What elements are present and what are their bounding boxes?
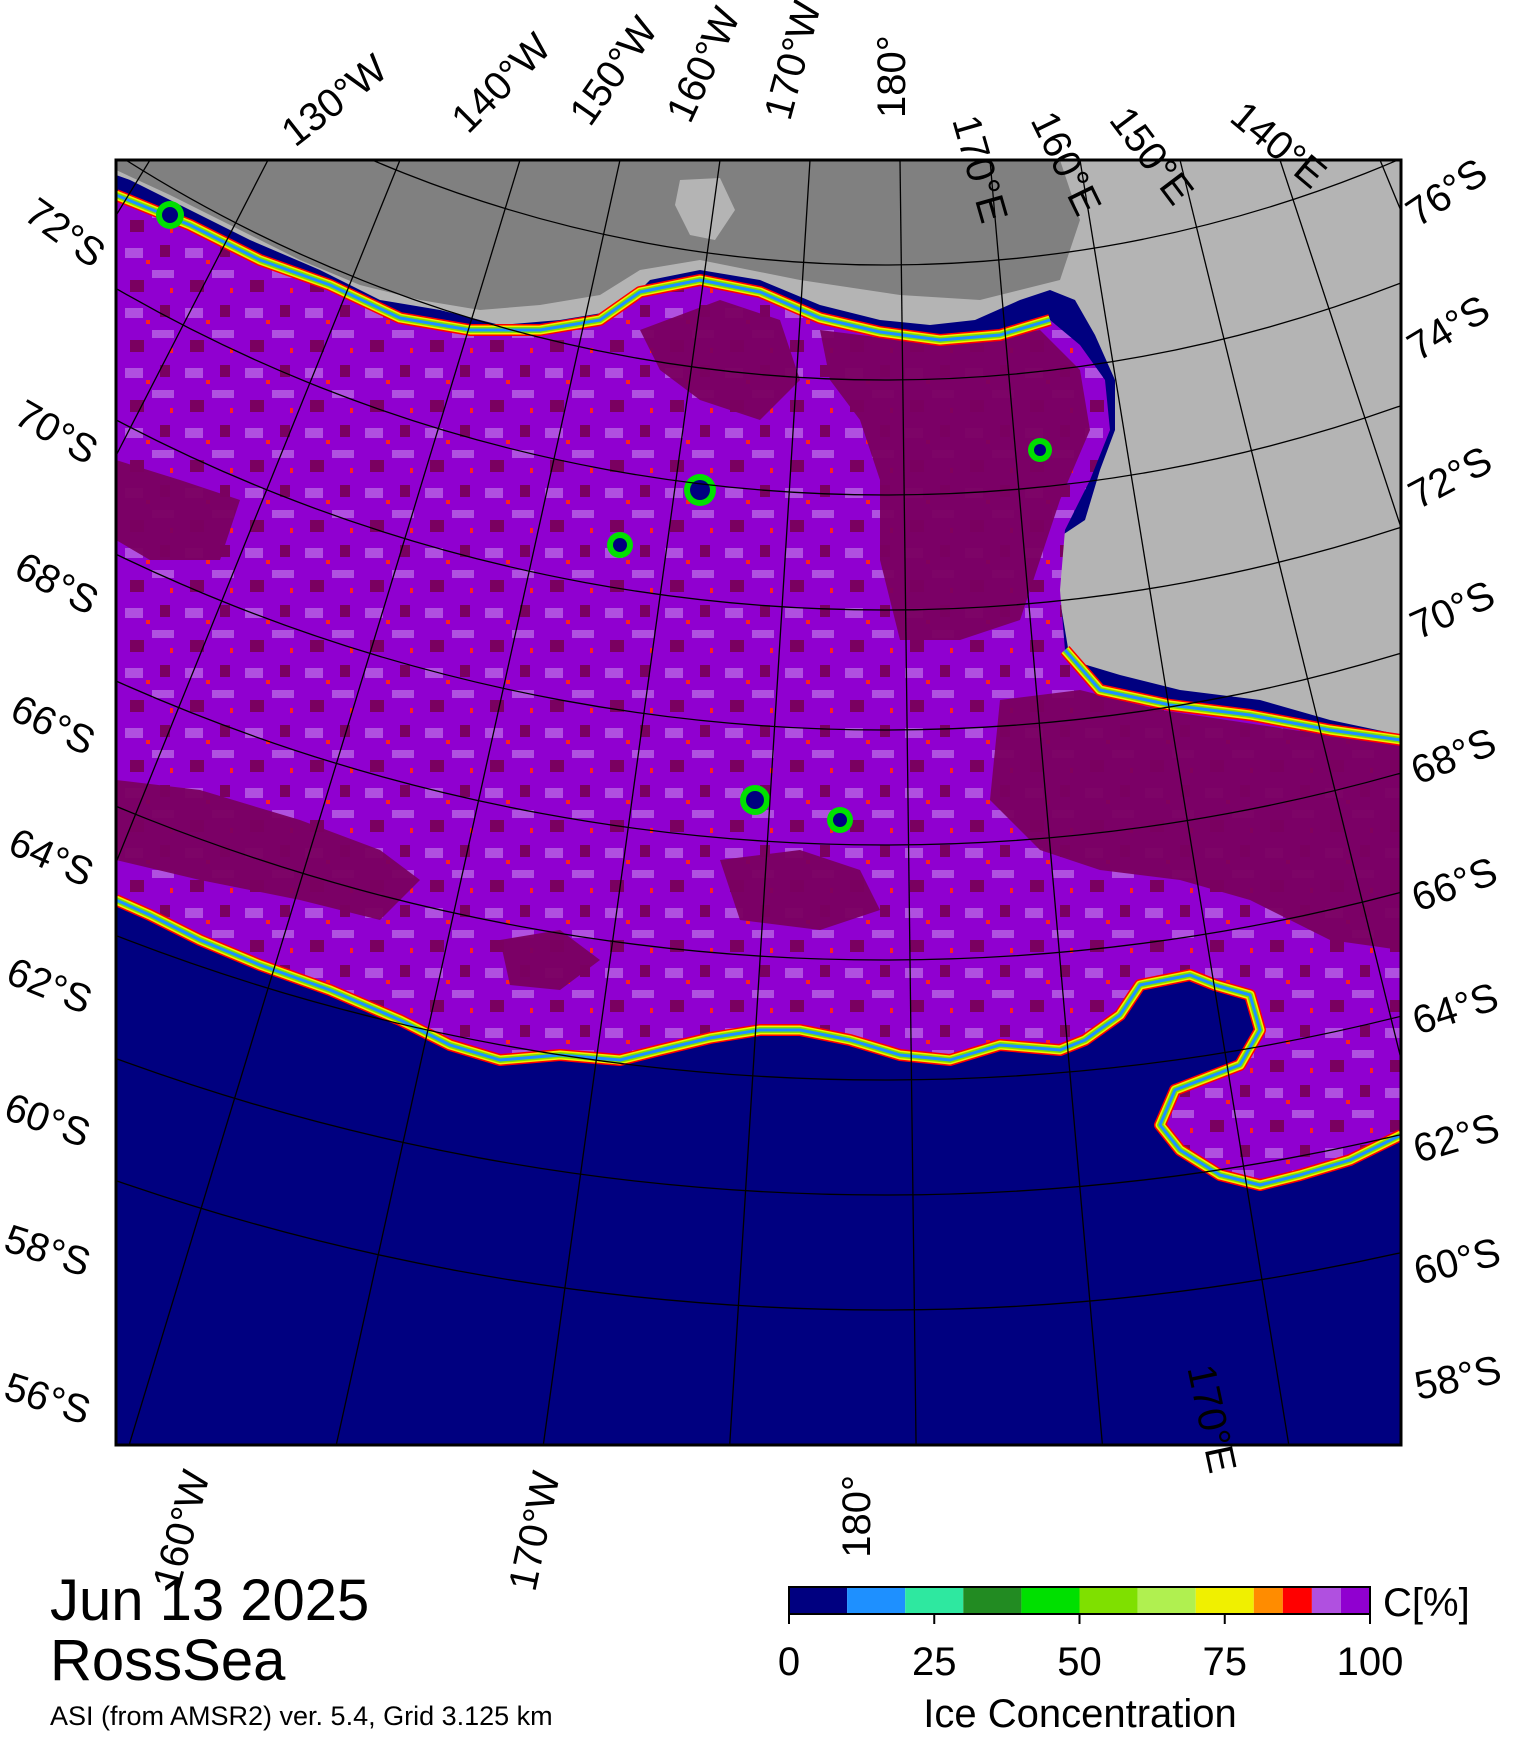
consolidated-ice-patch [500, 930, 600, 990]
colorbar-segment [963, 1587, 1022, 1614]
right-latitude-label: 70°S [1404, 573, 1502, 649]
top-longitude-label: 180° [870, 35, 914, 118]
colorbar-segment [1195, 1587, 1254, 1614]
map-frame [114, 158, 1403, 1447]
colorbar-segment [1079, 1587, 1138, 1614]
left-latitude-label: 70°S [8, 392, 105, 474]
longitude-line [128, 160, 521, 1445]
longitude-line [542, 160, 721, 1445]
bottom-longitude-labels: 160°W 170°W 180°170°E [145, 1361, 1244, 1595]
right-latitude-label: 62°S [1408, 1105, 1504, 1171]
top-longitude-label: 130°W [273, 46, 395, 155]
left-latitude-label: 66°S [4, 687, 102, 765]
left-latitude-label: 62°S [1, 950, 98, 1023]
top-longitude-label: 140°W [443, 25, 559, 141]
top-longitude-label: 160°W [658, 1, 749, 129]
ice-edge-line [1063, 649, 1401, 742]
consolidated-ice-patch [116, 460, 240, 560]
colorbar-unit: C[%] [1383, 1581, 1470, 1625]
colorbar-segment [1021, 1587, 1080, 1614]
colorbar-title: Ice Concentration [923, 1692, 1237, 1736]
right-latitude-label: 76°S [1398, 150, 1495, 235]
map-date: Jun 13 2025 [50, 1568, 370, 1633]
right-latitude-label: 64°S [1407, 975, 1504, 1044]
data-source: ASI (from AMSR2) ver. 5.4, Grid 3.125 km [50, 1701, 553, 1731]
consolidated-ice-patch [990, 690, 1401, 950]
ice-edge-band [116, 189, 1401, 1191]
right-latitude-labels: 76°S 74°S 72°S 70°S 68°S 66°S 64°S 62°S 60°S 58°S [1398, 150, 1505, 1409]
polynya [613, 538, 627, 552]
graticule [116, 160, 1401, 1445]
latitude-line [124, 160, 1401, 381]
colorbar-tick-label: 50 [1057, 1640, 1102, 1684]
longitude-line [116, 160, 401, 865]
latitude-line [116, 680, 1401, 846]
longitude-line [1279, 160, 1401, 530]
latitude-line [116, 934, 1401, 1081]
colorbar-segment [847, 1587, 906, 1614]
colorbar-tick-label: 75 [1203, 1640, 1248, 1684]
left-latitude-label: 56°S [0, 1365, 96, 1434]
bottom-longitude-label: 170°W [501, 1467, 569, 1594]
longitude-line [335, 160, 621, 1445]
left-latitude-label: 68°S [8, 544, 106, 624]
ice-edge-line [116, 898, 1401, 1187]
left-latitude-label: 72°S [17, 190, 113, 277]
right-latitude-label: 66°S [1406, 849, 1503, 920]
longitude-line [1079, 160, 1290, 1445]
colorbar-segment [1253, 1587, 1283, 1614]
right-latitude-label: 72°S [1402, 438, 1500, 518]
longitude-line [729, 160, 811, 1445]
polynya [833, 813, 847, 827]
region-name: RossSea [50, 1628, 286, 1693]
latitude-line [116, 287, 1401, 496]
top-longitude-label: 170°W [756, 0, 830, 124]
colorbar-tick-label: 100 [1337, 1640, 1404, 1684]
longitude-line [989, 160, 1104, 1445]
longitude-line [1179, 160, 1401, 1062]
polynya [1034, 444, 1046, 456]
consolidated-ice-patch [640, 300, 800, 420]
left-latitude-label: 60°S [0, 1085, 96, 1156]
left-latitude-labels: 72°S 70°S 68°S 66°S 64°S 62°S 60°S 58°S 56°S [0, 190, 113, 1434]
ice-shelf [116, 160, 1080, 310]
consolidated-ice-patch [720, 850, 880, 930]
bottom-longitude-label: 180° [835, 1475, 879, 1558]
latitude-line [116, 418, 1401, 611]
ice-shelf-gap [675, 178, 735, 240]
right-latitude-label: 60°S [1410, 1230, 1505, 1294]
colorbar: 0 25 50 75 100 [778, 1586, 1404, 1684]
latitude-line [116, 804, 1401, 961]
colorbar-segment [789, 1587, 848, 1614]
right-latitude-label: 68°S [1405, 720, 1502, 793]
colorbar-segment [1137, 1587, 1196, 1614]
consolidated-ice-patch [820, 330, 1090, 640]
ice-edge-line [116, 193, 1051, 342]
right-latitude-label: 74°S [1400, 287, 1497, 370]
land-mass [116, 160, 1401, 735]
top-longitude-label: 150°W [561, 9, 666, 133]
longitude-line [116, 160, 269, 458]
colorbar-tick-label: 25 [912, 1640, 957, 1684]
sea-ice [116, 195, 1401, 1185]
antarctic-land [116, 160, 1401, 735]
longitude-line [899, 160, 917, 1445]
colorbar-tick-label: 0 [778, 1640, 800, 1684]
colorbar-segment [1340, 1587, 1370, 1614]
left-latitude-label: 58°S [0, 1217, 96, 1286]
colorbar-segment [905, 1587, 964, 1614]
right-latitude-label: 58°S [1411, 1348, 1505, 1409]
polynya [162, 207, 178, 223]
colorbar-segment [1282, 1587, 1312, 1614]
latitude-line [116, 552, 1401, 731]
latitude-line [371, 160, 1399, 266]
polynya [746, 791, 764, 809]
colorbar-segment [1311, 1587, 1341, 1614]
left-latitude-label: 64°S [2, 820, 100, 896]
